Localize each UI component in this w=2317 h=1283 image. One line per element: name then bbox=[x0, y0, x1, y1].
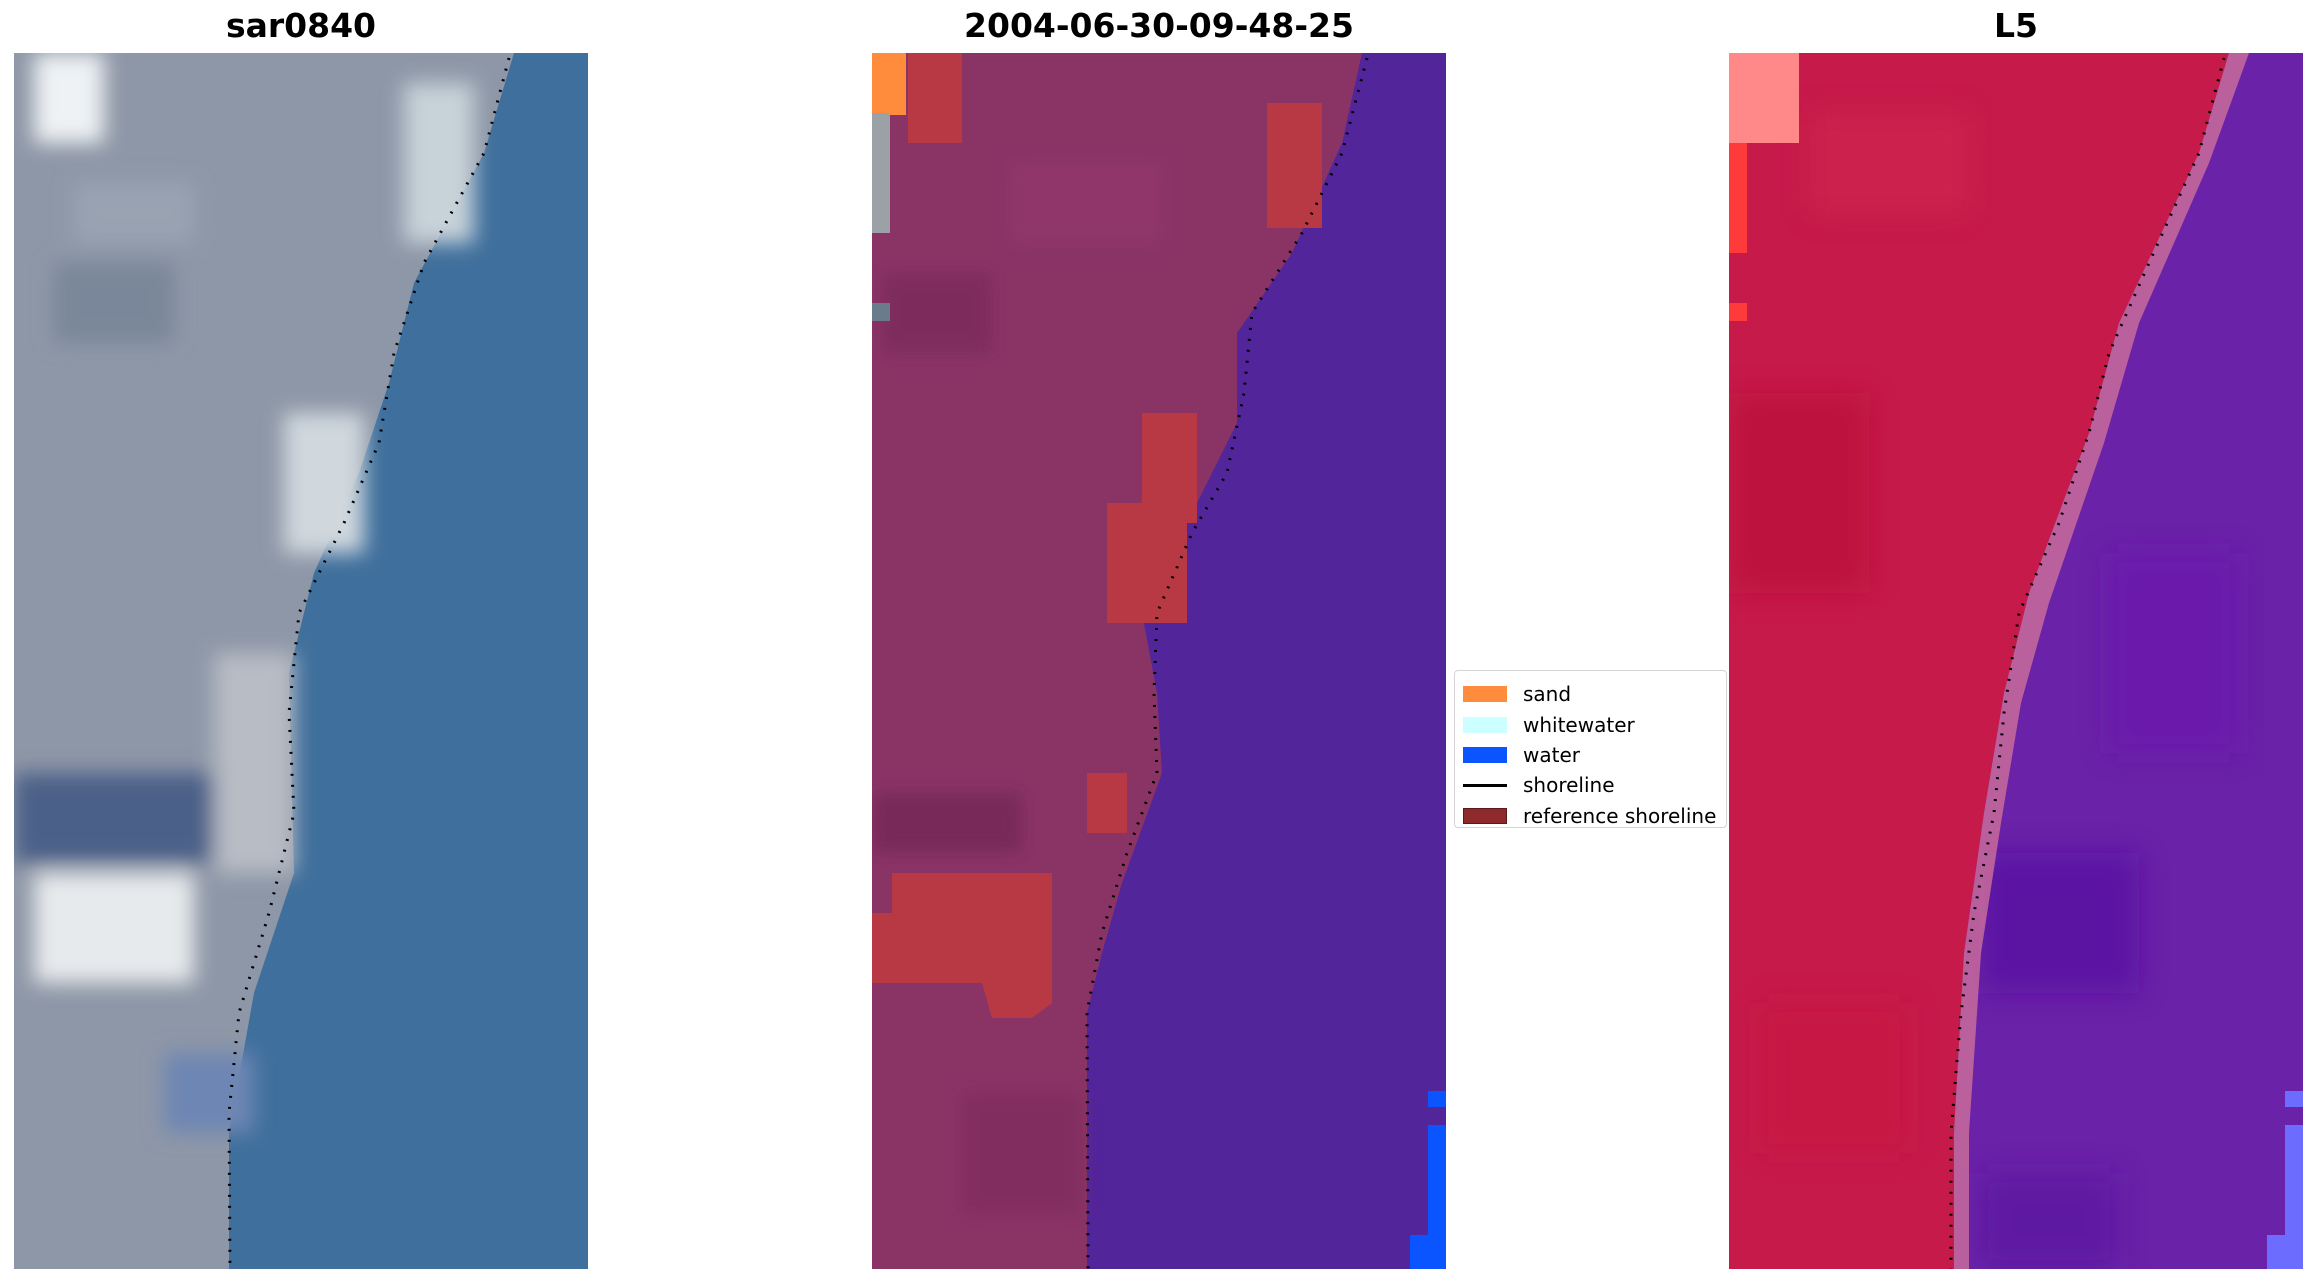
sand-swatch bbox=[1463, 686, 1507, 703]
legend: sand whitewater water shoreline referenc… bbox=[1454, 670, 1727, 828]
land-area bbox=[1729, 53, 2229, 1269]
sand-patch bbox=[1729, 53, 1799, 143]
sand-patch bbox=[872, 53, 906, 115]
legend-item-reference-shoreline: reference shoreline bbox=[1463, 801, 1726, 831]
reference-shoreline-swatch bbox=[1463, 807, 1507, 824]
legend-label: shoreline bbox=[1523, 773, 1615, 798]
legend-item-sand: sand bbox=[1463, 679, 1726, 709]
legend-item-shoreline: shoreline bbox=[1463, 770, 1726, 800]
water-swatch bbox=[1463, 746, 1507, 763]
legend-label: sand bbox=[1523, 682, 1572, 707]
gray-patch bbox=[872, 113, 890, 233]
rgb-image-panel bbox=[14, 53, 588, 1269]
water-class-patches bbox=[1410, 1091, 1446, 1269]
shoreline-band bbox=[1954, 53, 2249, 1269]
false-color-image bbox=[1729, 53, 2303, 1269]
legend-label: whitewater bbox=[1523, 712, 1635, 737]
classified-image bbox=[872, 53, 1446, 1269]
legend-item-whitewater: whitewater bbox=[1463, 709, 1726, 739]
panel-title-false-color: L5 bbox=[1994, 6, 2038, 45]
classified-image-panel bbox=[872, 53, 1446, 1269]
rgb-image bbox=[14, 53, 588, 1269]
whitewater-swatch bbox=[1463, 716, 1507, 733]
legend-label: reference shoreline bbox=[1523, 803, 1717, 828]
legend-label: water bbox=[1523, 742, 1580, 767]
water-highlight-patches bbox=[2267, 1091, 2303, 1269]
false-color-image-panel bbox=[1729, 53, 2303, 1269]
panel-title-rgb: sar0840 bbox=[225, 6, 377, 45]
panel-title-classified: 2004-06-30-09-48-25 bbox=[964, 6, 1354, 45]
shoreline-line-swatch bbox=[1463, 783, 1507, 787]
legend-item-water: water bbox=[1463, 740, 1726, 770]
reference-shoreline-patches bbox=[872, 53, 1322, 1018]
